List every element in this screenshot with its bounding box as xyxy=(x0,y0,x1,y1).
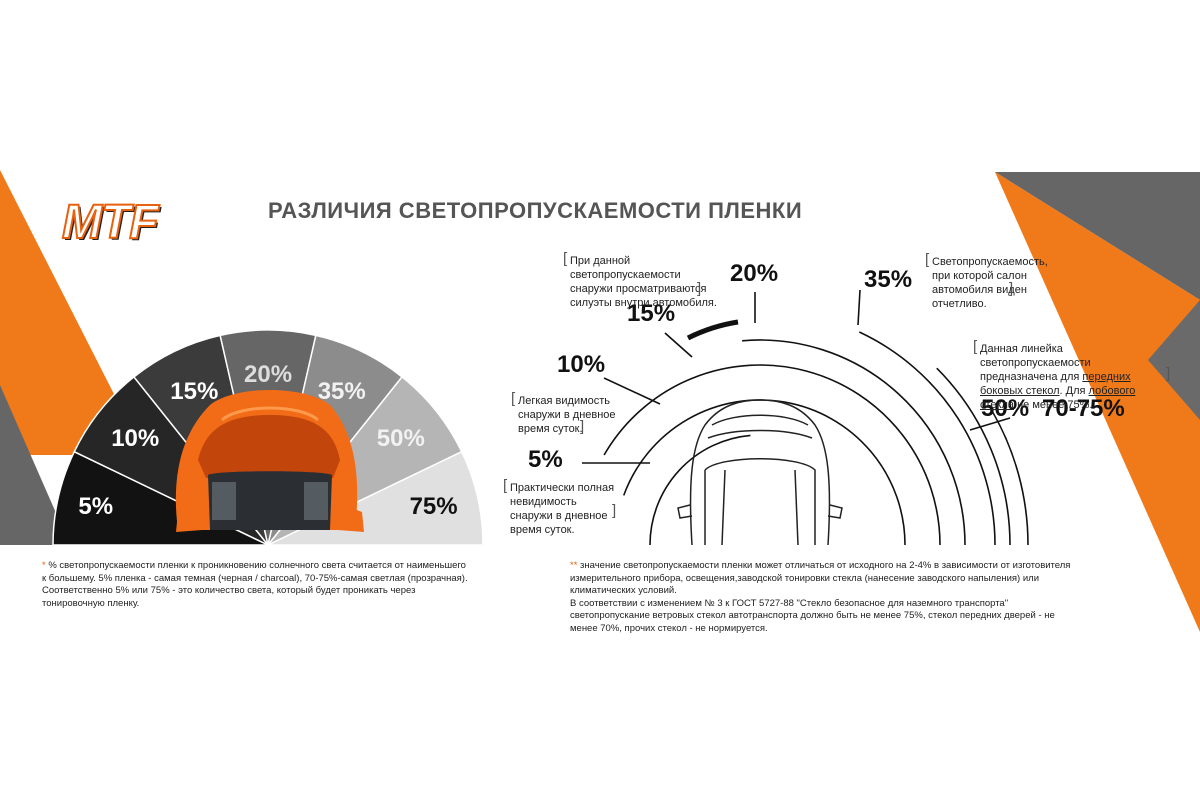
fan-label: 75% xyxy=(409,493,458,521)
label-70-75: 70-75% xyxy=(1042,395,1125,422)
footnote-right: ** значение светопропускаемости пленки м… xyxy=(570,560,1071,634)
label-15: 15% xyxy=(627,300,676,327)
transmittance-arc xyxy=(603,364,941,546)
transmittance-arc xyxy=(649,434,751,546)
fan-label: 50% xyxy=(376,425,425,453)
note-20: При данной светопропускаемости снаружи п… xyxy=(570,255,717,309)
fan-label: 10% xyxy=(111,425,160,453)
label-50: 50% xyxy=(981,395,1030,422)
note-35: Светопропускаемость, при которой салон а… xyxy=(932,256,1048,310)
transmittance-arc xyxy=(742,339,966,546)
link-front-side-glass: передних боковых стекол xyxy=(980,371,1131,397)
fan-label: 35% xyxy=(317,377,366,405)
mtf-logo: MTF xyxy=(61,195,160,250)
link-windshield: лобового стекла xyxy=(980,385,1136,411)
page-title: РАЗЛИЧИЯ СВЕТОПРОПУСКАЕМОСТИ ПЛЕНКИ xyxy=(268,198,803,223)
orange-car xyxy=(175,390,364,532)
label-10: 10% xyxy=(557,351,606,378)
label-20: 20% xyxy=(730,260,779,287)
leader-lines xyxy=(582,289,1011,464)
transmittance-arc xyxy=(858,331,996,546)
fan-label: 15% xyxy=(170,377,219,405)
fan-label: 20% xyxy=(244,361,293,389)
outline-car xyxy=(677,399,843,546)
label-5: 5% xyxy=(528,446,563,473)
label-35: 35% xyxy=(864,266,913,293)
left-gray-triangle xyxy=(0,385,70,545)
transmittance-arc xyxy=(936,367,1011,546)
left-orange-stripe xyxy=(0,170,145,455)
note-10: Легкая видимость снаружи в дневное время… xyxy=(518,395,616,435)
right-orange-stripe xyxy=(995,172,1200,632)
transmittance-arc xyxy=(622,399,906,546)
transmittance-arcs xyxy=(603,319,1029,546)
note-5: Практически полная невидимость снаружи в… xyxy=(510,482,615,536)
note-50: Данная линейка светопропускаемости предн… xyxy=(980,343,1136,411)
fan-label: 5% xyxy=(78,493,114,521)
footnote-left: * % светопропускаемости пленки к проникн… xyxy=(42,560,468,609)
thick-arc-marker xyxy=(686,319,739,341)
right-gray-wedge xyxy=(1148,300,1200,420)
transmittance-arc xyxy=(991,410,1029,546)
